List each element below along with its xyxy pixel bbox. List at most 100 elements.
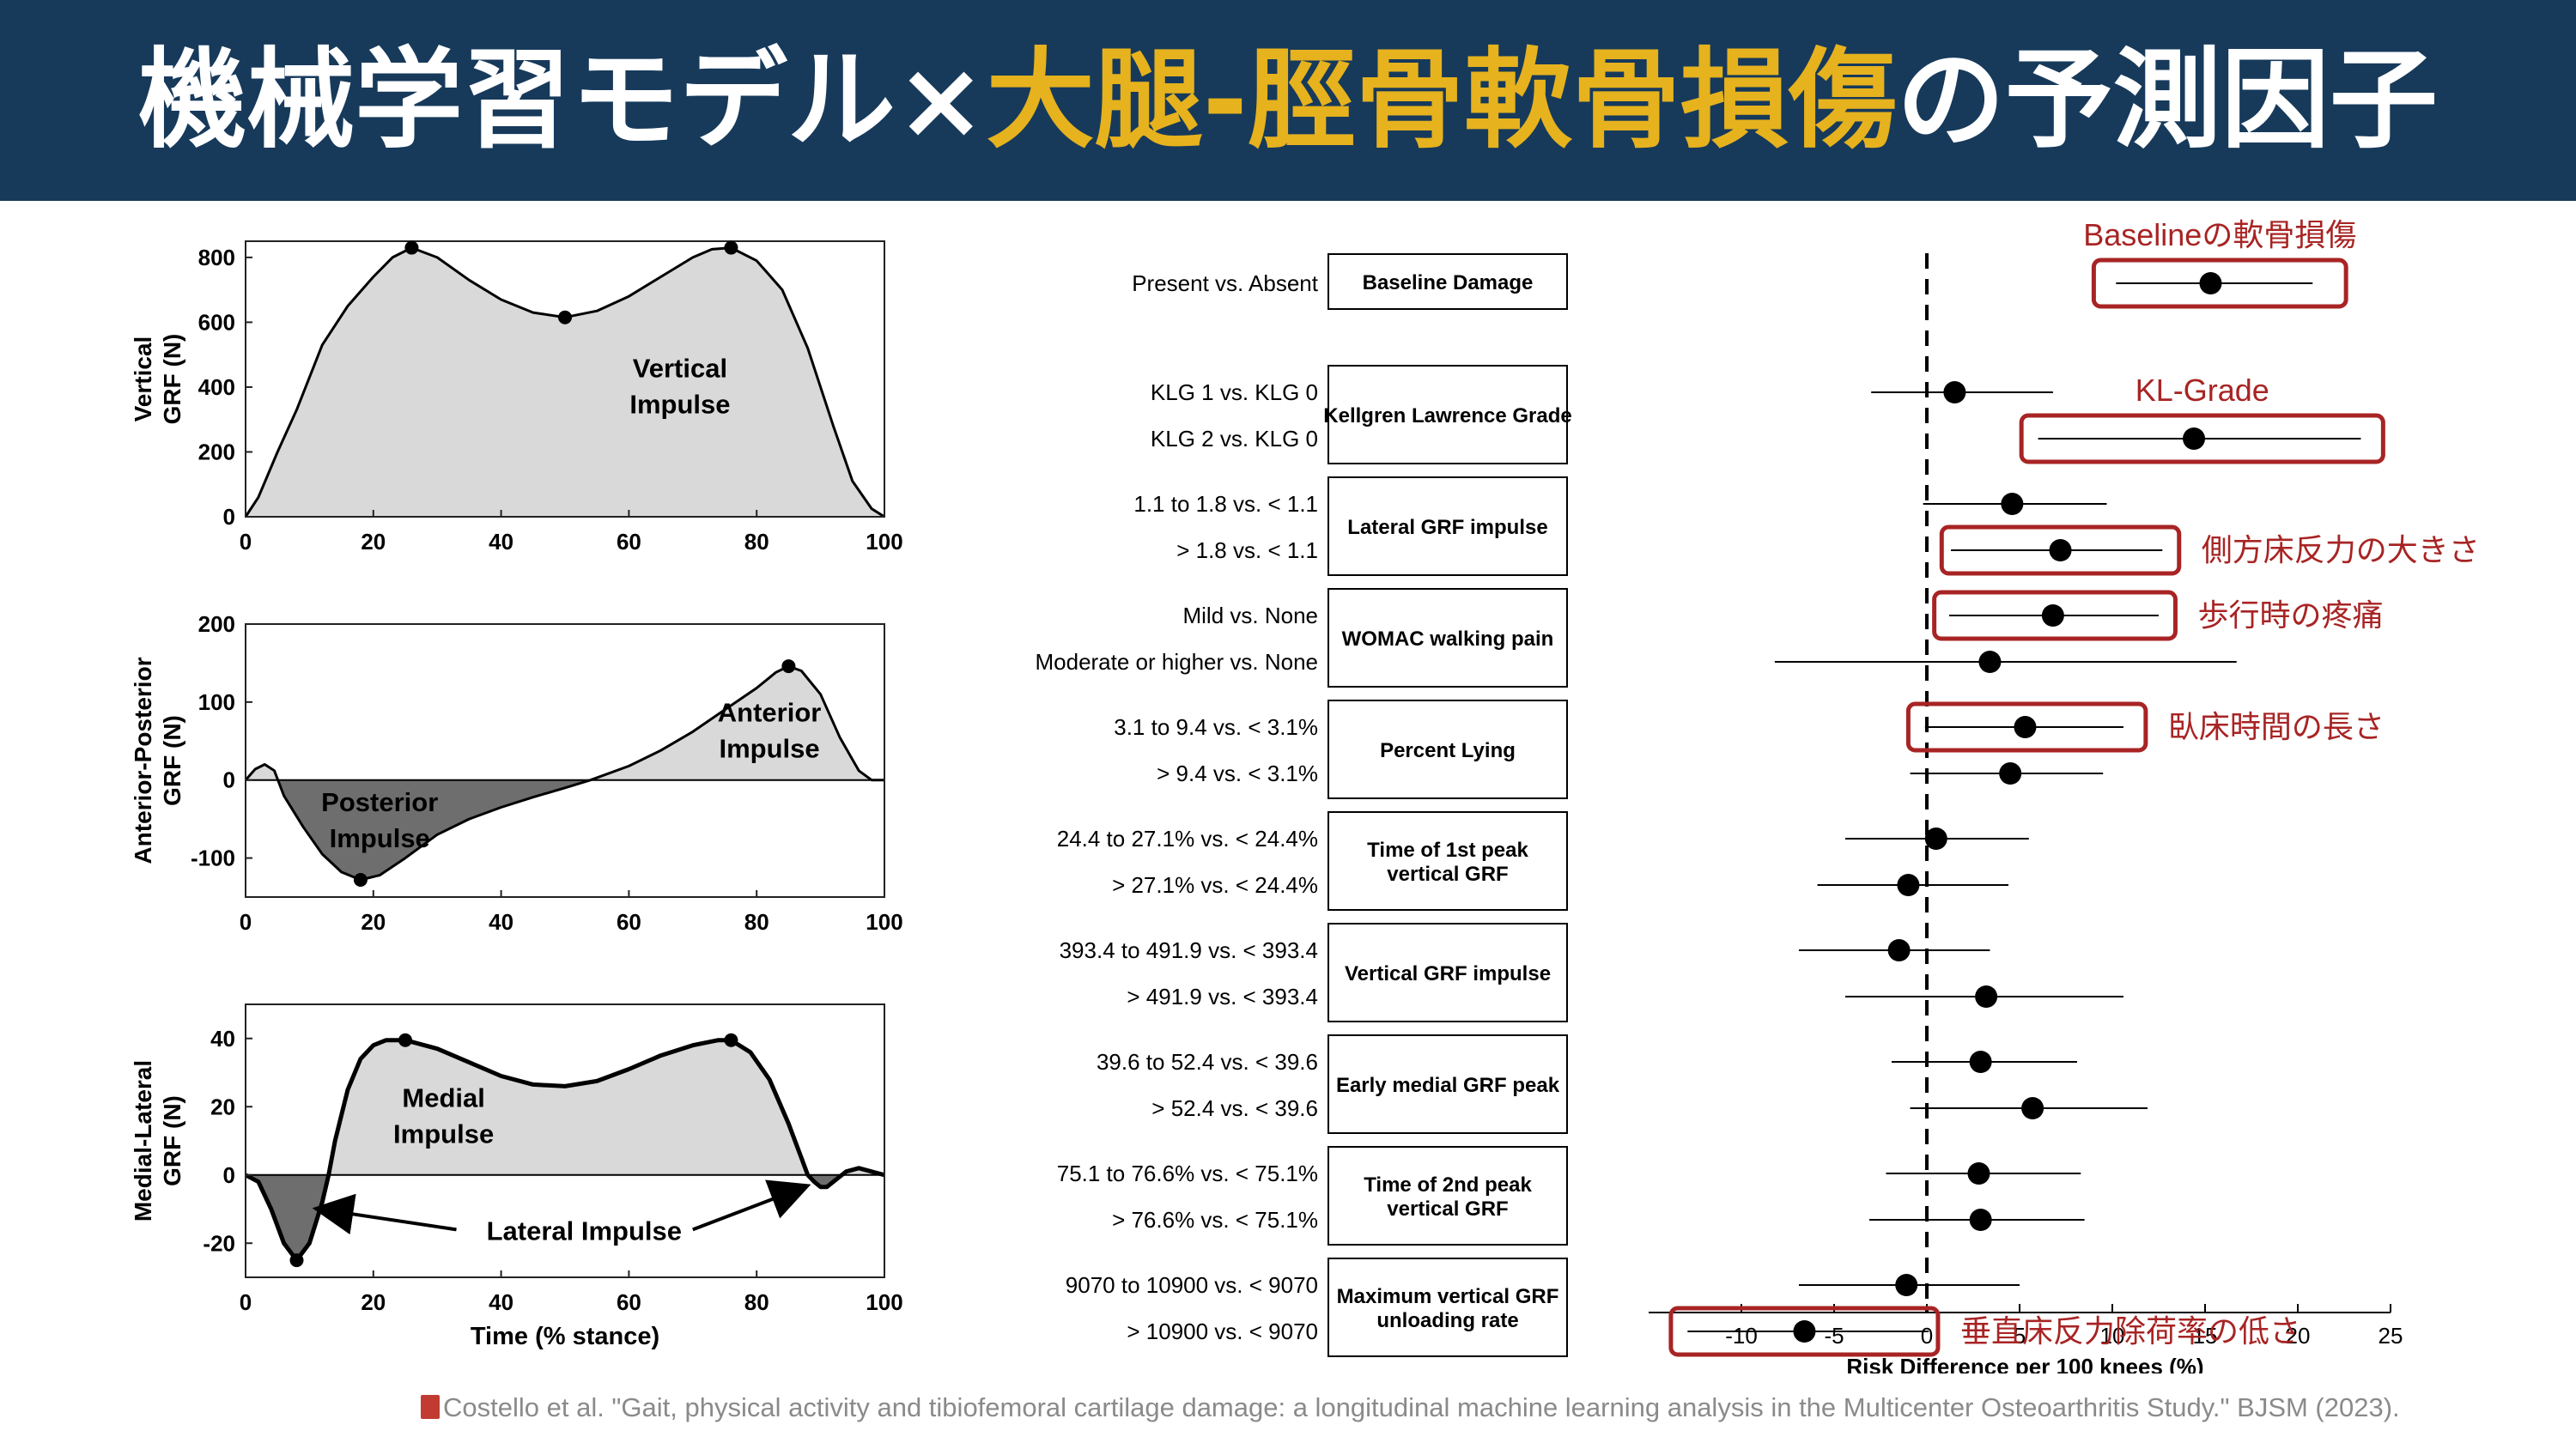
point-estimate	[2021, 1097, 2044, 1119]
x-tick-label: 0	[240, 529, 252, 555]
y-tick-label: 0	[223, 504, 235, 530]
y-axis-label-line1: Anterior-Posterior	[130, 657, 156, 864]
title-part-3: の予測因子	[1896, 37, 2438, 163]
impulse-label: Posterior	[321, 787, 438, 817]
group-box	[1327, 923, 1568, 1022]
point-estimate	[2041, 604, 2064, 627]
group-box	[1327, 1034, 1568, 1134]
forest-plot: -10 -5 0 5 10 15 20 25 Risk Difference per 100 k…	[1035, 217, 2479, 1373]
highlight-box	[1668, 1306, 1941, 1357]
grf-panel-3: 0 20 40 60 80 100 -20 0 20 40 Medial-Lateral GRF (N…	[130, 1003, 903, 1350]
row-label: 9070 to 10900 vs. < 9070	[1066, 1272, 1318, 1298]
group-label: Kellgren Lawrence Grade	[1323, 404, 1571, 427]
highlight-label: 歩行時の疼痛	[2197, 597, 2383, 633]
point-estimate	[1943, 381, 1966, 403]
row-label: > 76.6% vs. < 75.1%	[1112, 1207, 1318, 1233]
impulse-label: Vertical	[633, 354, 727, 384]
y-axis-label-line1: Vertical	[130, 336, 156, 422]
row-label: 393.4 to 491.9 vs. < 393.4	[1060, 937, 1318, 963]
y-tick-label: 100	[198, 689, 235, 715]
highlight-box	[1905, 701, 2148, 753]
x-tick-label: 40	[489, 909, 513, 935]
row-label: > 1.8 vs. < 1.1	[1176, 537, 1318, 563]
group-label: vertical GRF	[1387, 863, 1508, 886]
plot-frame	[245, 240, 885, 518]
point-estimate	[1887, 939, 1911, 961]
x-tick-label: -10	[1725, 1323, 1758, 1349]
y-tick-label: -20	[203, 1230, 235, 1256]
plot-frame	[245, 623, 885, 898]
x-tick-label: 0	[240, 909, 252, 935]
x-tick-label: 100	[866, 909, 902, 935]
group-box	[1327, 1258, 1568, 1357]
y-axis-label-line2: GRF (N)	[159, 1095, 185, 1186]
x-tick-label: -5	[1824, 1323, 1844, 1349]
highlight-label: 側方床反力の大きさ	[2202, 532, 2480, 567]
x-tick-label: 60	[617, 909, 641, 935]
impulse-label: Impulse	[629, 390, 730, 420]
title-part-1: 機械学習モデル×	[138, 37, 987, 163]
x-tick-label: 20	[361, 529, 386, 555]
x-tick-label: 40	[489, 1289, 513, 1315]
title-bar: 機械学習モデル×大腿-脛骨軟骨損傷の予測因子	[0, 0, 2576, 201]
y-axis-label-line2: GRF (N)	[159, 334, 185, 425]
citation: Costello et al. "Gait, physical activity…	[421, 1392, 2400, 1423]
point-estimate	[2183, 427, 2206, 450]
point-estimate	[2001, 493, 2024, 515]
arrow-right	[692, 1179, 811, 1232]
peak-marker	[558, 310, 572, 324]
group-label: Maximum vertical GRF	[1337, 1285, 1559, 1308]
y-tick-label: 600	[198, 309, 235, 335]
point-estimate	[1967, 1162, 1990, 1185]
row-label: > 10900 vs. < 9070	[1127, 1319, 1318, 1344]
group-label: Time of 2nd peak	[1364, 1173, 1532, 1197]
point-estimate	[1978, 651, 2002, 673]
peak-marker	[353, 873, 368, 888]
group-label: Early medial GRF peak	[1336, 1074, 1560, 1097]
row-label: 39.6 to 52.4 vs. < 39.6	[1097, 1049, 1318, 1075]
group-label: Baseline Damage	[1363, 271, 1534, 294]
impulse-label: Anterior	[718, 698, 822, 728]
peak-marker	[398, 1033, 412, 1047]
impulse-area-positive	[328, 1040, 884, 1175]
x-tick-label: 60	[617, 1289, 641, 1315]
impulse-label: Impulse	[720, 734, 820, 764]
row-label: KLG 1 vs. KLG 0	[1151, 379, 1318, 405]
arrow-left	[312, 1193, 457, 1235]
group-label: unloading rate	[1376, 1309, 1518, 1332]
row-label: 1.1 to 1.8 vs. < 1.1	[1133, 491, 1318, 517]
group-box	[1327, 365, 1568, 464]
y-axis-label-line2: GRF (N)	[159, 715, 185, 806]
group-label: WOMAC walking pain	[1342, 627, 1554, 651]
x-axis-label: Time (% stance)	[471, 1323, 659, 1350]
x-tick-label: 80	[744, 529, 769, 555]
x-tick-label: 20	[361, 909, 386, 935]
x-tick-label: 80	[744, 1289, 769, 1315]
plot-frame	[245, 1003, 885, 1278]
highlight-box	[1932, 590, 2178, 641]
x-tick-label: 80	[744, 909, 769, 935]
point-estimate	[2199, 272, 2222, 294]
group-box	[1327, 588, 1568, 688]
x-tick-label: 0	[240, 1289, 252, 1315]
x-tick-label: 15	[2193, 1323, 2218, 1349]
impulse-area-negative	[277, 779, 591, 880]
x-tick-label: 100	[866, 529, 902, 555]
citation-text: Costello et al. "Gait, physical activity…	[443, 1392, 2400, 1422]
point-estimate	[1924, 828, 1947, 850]
point-estimate	[1999, 762, 2022, 785]
row-label: > 9.4 vs. < 3.1%	[1157, 761, 1318, 786]
impulse-area-negative	[246, 1174, 884, 1261]
x-tick-label: 25	[2379, 1323, 2403, 1349]
point-estimate	[1969, 1209, 1992, 1231]
point-estimate	[1897, 874, 1920, 896]
point-estimate	[1969, 1051, 1992, 1073]
x-tick-label: 20	[361, 1289, 386, 1315]
group-label: Time of 1st peak	[1367, 839, 1528, 862]
y-tick-label: 400	[198, 374, 235, 400]
y-tick-label: 200	[198, 611, 235, 637]
peak-marker	[289, 1253, 304, 1268]
row-label: 24.4 to 27.1% vs. < 24.4%	[1057, 826, 1318, 852]
group-label: Percent Lying	[1380, 739, 1516, 762]
